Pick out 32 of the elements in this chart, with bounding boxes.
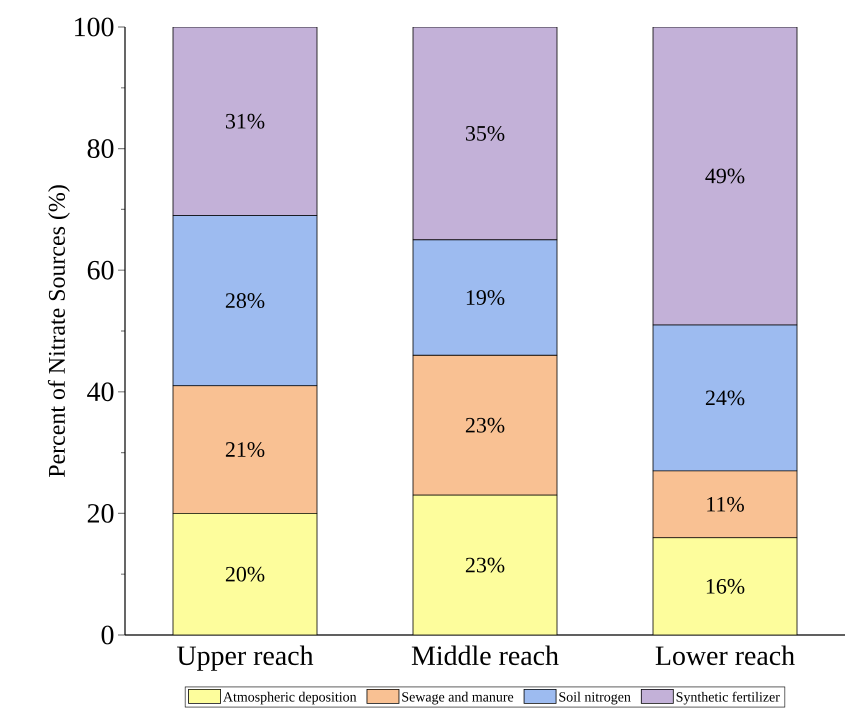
data-label: 35%	[466, 126, 504, 141]
bar	[412, 26, 558, 240]
legend-label: Atmospheric deposition	[223, 692, 356, 704]
y-axis-title: Percent of Nitrate Sources (%)	[48, 185, 70, 478]
legend-label: Sewage and manure	[402, 692, 514, 704]
legend-label: Soil nitrogen	[559, 692, 631, 704]
data-label: 28%	[226, 293, 264, 308]
data-label: 19%	[466, 290, 504, 305]
bar	[652, 537, 798, 635]
data-label: 23%	[466, 558, 504, 573]
bar	[172, 26, 318, 216]
y-tick-label: 100	[75, 18, 114, 36]
data-label: 16%	[706, 578, 744, 594]
y-tick-label: 20	[88, 504, 114, 523]
data-label: 11%	[707, 496, 744, 512]
data-label: 20%	[226, 566, 264, 582]
x-tick-label: Middle reach	[412, 646, 559, 666]
data-label: 23%	[466, 418, 504, 433]
bar	[172, 513, 318, 635]
y-tick-label: 0	[102, 626, 114, 644]
bar	[652, 26, 798, 326]
legend-label: Synthetic fertilizer	[676, 692, 780, 705]
x-tick-label: Lower reach	[656, 646, 795, 666]
data-label: 24%	[706, 390, 744, 406]
data-label: 49%	[705, 168, 744, 184]
x-tick-label: Upper reach	[177, 646, 314, 671]
y-tick-label: 80	[88, 139, 114, 158]
data-label: 21%	[226, 442, 264, 457]
y-tick-label: 60	[88, 260, 114, 280]
bar	[412, 494, 558, 635]
data-label: 31%	[226, 114, 264, 129]
y-tick-label: 40	[87, 382, 114, 402]
